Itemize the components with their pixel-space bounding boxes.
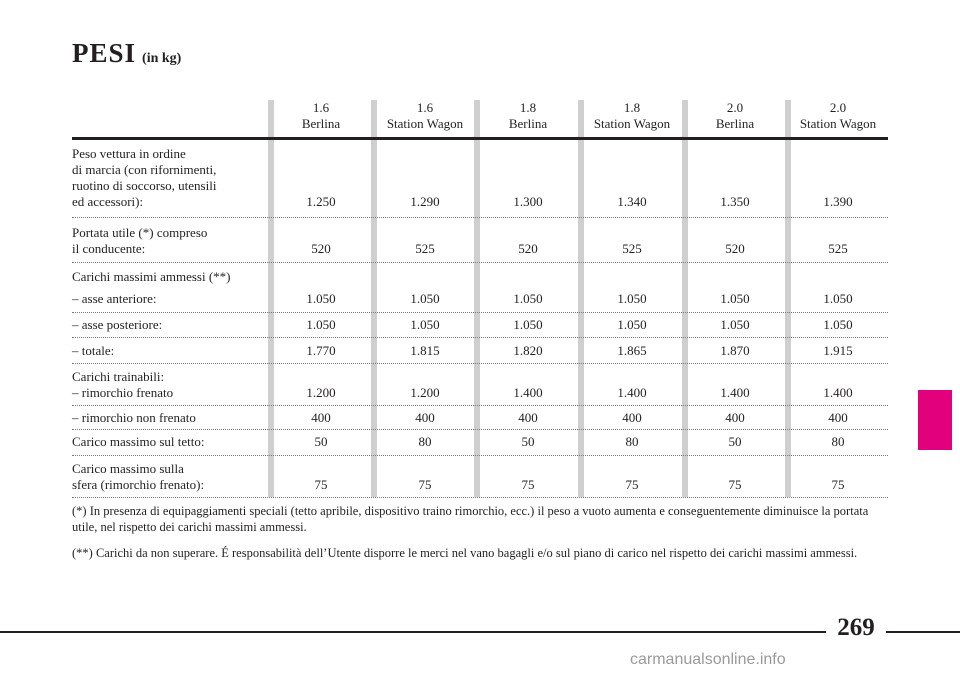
row-label: Carichi trainabili: – rimorchio frenato — [72, 369, 174, 400]
table-cell: 1.050 — [823, 291, 853, 306]
column-stripe — [474, 100, 480, 497]
row-label: – totale: — [72, 343, 115, 358]
watermark: carmanualsonline.info — [630, 651, 786, 668]
row-divider — [72, 405, 888, 406]
column-stripe — [578, 100, 584, 497]
column-header: 1.6 Station Wagon — [386, 100, 464, 131]
row-divider — [72, 429, 888, 430]
row-divider — [72, 312, 888, 313]
table-cell: 520 — [311, 241, 331, 256]
table-cell: 1.400 — [720, 385, 750, 400]
table-cell: 400 — [415, 410, 435, 425]
table-cell: 400 — [725, 410, 745, 425]
page-number: 269 — [826, 614, 886, 642]
table-cell: 75 — [418, 477, 432, 492]
table-cell: 520 — [518, 241, 538, 256]
table-cell: 1.870 — [720, 343, 750, 358]
table-cell: 50 — [314, 434, 328, 449]
table-cell: 1.050 — [410, 317, 440, 332]
table-cell: 75 — [728, 477, 742, 492]
row-label: Carico massimo sul tetto: — [72, 434, 205, 449]
table-cell: 80 — [418, 434, 432, 449]
row-divider — [72, 497, 888, 498]
row-label: Portata utile (*) compreso il conducente: — [72, 225, 208, 256]
table-cell: 1.400 — [617, 385, 647, 400]
table-cell: 520 — [725, 241, 745, 256]
table-cell: 1.770 — [306, 343, 336, 358]
table-cell: 75 — [521, 477, 535, 492]
table-cell: 1.865 — [617, 343, 647, 358]
column-header: 2.0 Station Wagon — [799, 100, 877, 131]
table-cell: 1.050 — [410, 291, 440, 306]
table-cell: 1.050 — [513, 317, 543, 332]
row-label: Peso vettura in ordine di marcia (con rif… — [72, 146, 217, 209]
footnote: (*) In presenza di equipaggiamenti speci… — [72, 504, 869, 534]
table-cell: 80 — [831, 434, 845, 449]
table-cell: 525 — [622, 241, 642, 256]
table-cell: 1.200 — [306, 385, 336, 400]
column-header: 1.8 Berlina — [508, 100, 548, 131]
table-cell: 1.050 — [617, 291, 647, 306]
table-cell: 75 — [314, 477, 328, 492]
table-cell: 1.050 — [823, 317, 853, 332]
table-cell: 75 — [831, 477, 845, 492]
table-cell: 1.050 — [306, 317, 336, 332]
table-cell: 50 — [728, 434, 742, 449]
footnote: (**) Carichi da non superare. É responsa… — [72, 546, 858, 560]
table-cell: 525 — [415, 241, 435, 256]
table-cell: 400 — [518, 410, 538, 425]
column-header: 2.0 Berlina — [715, 100, 755, 131]
column-stripe — [268, 100, 274, 497]
title-unit: (in kg) — [142, 51, 182, 66]
table-cell: 1.390 — [823, 194, 853, 209]
header-rule — [72, 137, 888, 140]
row-label: – rimorchio non frenato — [72, 410, 196, 425]
table-cell: 400 — [622, 410, 642, 425]
column-stripe — [682, 100, 688, 497]
column-stripe — [371, 100, 377, 497]
section-tab — [918, 390, 952, 450]
title-text: PESI — [72, 38, 137, 68]
table-cell: 525 — [828, 241, 848, 256]
column-stripe — [785, 100, 791, 497]
table-cell: 1.050 — [617, 317, 647, 332]
row-divider — [72, 337, 888, 338]
footer-rule — [0, 631, 960, 633]
table-cell: 400 — [311, 410, 331, 425]
column-header: 1.6 Berlina — [301, 100, 341, 131]
row-label: – asse posteriore: — [72, 317, 163, 332]
row-divider — [72, 217, 888, 218]
table-cell: 1.350 — [720, 194, 750, 209]
page-title: PESI (in kg) — [72, 38, 181, 69]
table-cell: 1.400 — [513, 385, 543, 400]
table-cell: 1.050 — [720, 317, 750, 332]
table-cell: 1.200 — [410, 385, 440, 400]
table-cell: 1.400 — [823, 385, 853, 400]
row-divider — [72, 363, 888, 364]
table-cell: 1.050 — [720, 291, 750, 306]
table-cell: 1.050 — [306, 291, 336, 306]
table-cell: 1.340 — [617, 194, 647, 209]
table-cell: 400 — [828, 410, 848, 425]
table-cell: 80 — [625, 434, 639, 449]
table-cell: 1.815 — [410, 343, 440, 358]
row-label: Carico massimo sulla sfera (rimorchio fre… — [72, 461, 205, 492]
table-cell: 50 — [521, 434, 535, 449]
column-header: 1.8 Station Wagon — [593, 100, 671, 131]
row-label: Carichi massimi ammessi (**) – asse anter… — [72, 269, 231, 306]
table-cell: 1.290 — [410, 194, 440, 209]
table-cell: 75 — [625, 477, 639, 492]
table-cell: 1.250 — [306, 194, 336, 209]
table-cell: 1.915 — [823, 343, 853, 358]
row-divider — [72, 455, 888, 456]
row-divider — [72, 262, 888, 263]
table-cell: 1.300 — [513, 194, 543, 209]
table-cell: 1.050 — [513, 291, 543, 306]
table-cell: 1.820 — [513, 343, 543, 358]
